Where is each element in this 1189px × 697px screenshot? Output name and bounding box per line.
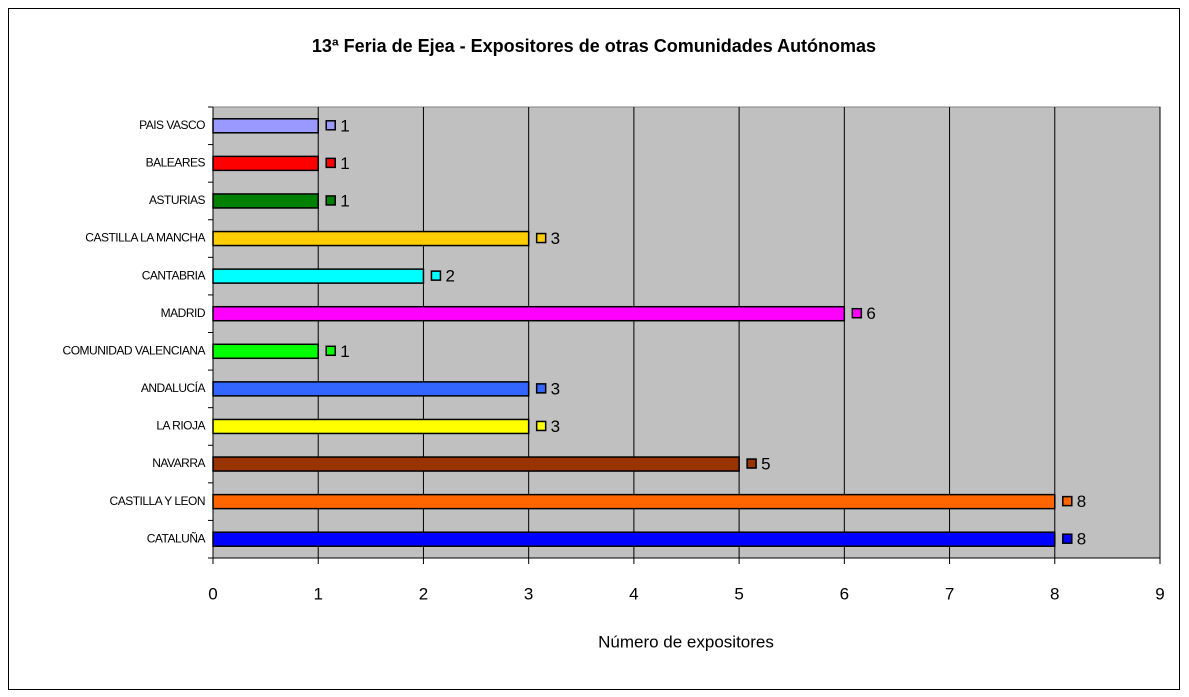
y-tick-label: ANDALUCÍA (141, 380, 206, 395)
data-label: 1 (340, 116, 349, 135)
bar (212, 230, 530, 247)
y-tick-label: ASTURIAS (149, 193, 206, 207)
y-tick-label: CANTABRIA (142, 268, 206, 282)
label-key (430, 270, 442, 281)
label-key (325, 120, 336, 131)
x-tick-label: 3 (524, 584, 533, 603)
x-tick-label: 6 (840, 584, 849, 603)
data-label: 6 (866, 304, 875, 323)
data-label: 3 (551, 417, 560, 436)
data-label: 8 (1077, 492, 1086, 511)
data-label: 5 (761, 455, 770, 474)
y-tick-label: LA RIOJA (156, 419, 205, 433)
label-key (325, 195, 336, 206)
label-key (535, 232, 547, 244)
data-label: 2 (445, 267, 454, 286)
y-tick-label: MADRID (161, 306, 206, 320)
label-key (746, 458, 757, 469)
x-tick-label: 5 (734, 584, 743, 603)
data-label: 1 (340, 342, 349, 361)
x-axis-title: Número de expositores (598, 632, 774, 651)
bar (212, 155, 319, 172)
x-tick-label: 8 (1050, 584, 1059, 603)
bar (212, 193, 319, 209)
x-tick-label: 0 (208, 584, 217, 603)
y-tick-label: COMUNIDAD VALENCIANA (63, 343, 206, 357)
chart-title: 13ª Feria de Ejea - Expositores de otras… (312, 36, 876, 56)
y-tick-label: CATALUÑA (147, 531, 206, 545)
x-tick-label: 4 (629, 584, 638, 603)
bar (212, 531, 1056, 547)
bar (212, 305, 846, 322)
y-tick-label: PAIS VASCO (139, 118, 205, 132)
data-label: 1 (340, 191, 349, 210)
bar (212, 343, 319, 360)
data-label: 3 (551, 229, 560, 248)
x-tick-label: 7 (945, 584, 954, 603)
label-key (851, 307, 863, 319)
y-tick-label: CASTILLA LA MANCHA (85, 231, 205, 245)
x-tick-label: 1 (313, 584, 322, 603)
label-key (535, 420, 547, 432)
label-key (535, 383, 547, 394)
bar (212, 268, 425, 284)
data-label: 8 (1077, 530, 1086, 549)
bar (212, 456, 740, 472)
x-tick-label: 2 (419, 584, 428, 603)
label-key (325, 157, 336, 169)
data-label: 3 (551, 379, 560, 398)
y-tick-label: CASTILLA Y LEON (110, 494, 205, 508)
bar (212, 118, 319, 134)
y-tick-label: BALEARES (146, 156, 206, 170)
y-tick-label: NAVARRA (152, 456, 205, 470)
bar (212, 418, 530, 435)
label-key (325, 345, 336, 357)
x-tick-label: 9 (1155, 584, 1164, 603)
bar (212, 493, 1056, 510)
plot-area (212, 106, 1161, 559)
bar (212, 381, 530, 397)
label-key (1062, 495, 1073, 507)
data-label: 1 (340, 154, 349, 173)
label-key (1062, 533, 1073, 544)
